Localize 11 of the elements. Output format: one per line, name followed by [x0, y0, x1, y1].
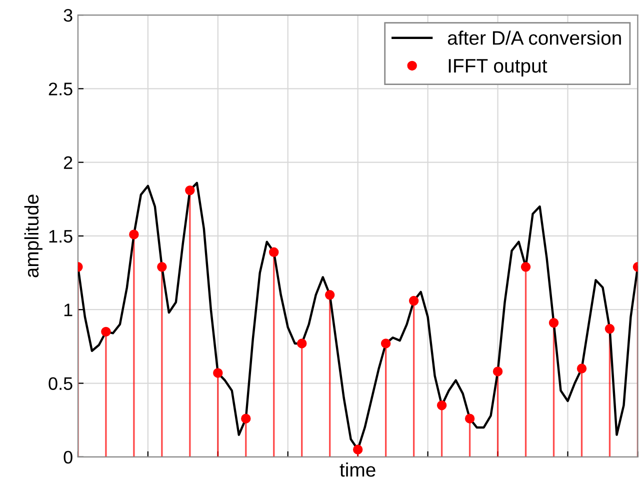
legend-label: IFFT output [448, 59, 548, 77]
y-axis-title: amplitude [24, 194, 42, 278]
y-tick-label: 2.5 [48, 82, 72, 96]
y-tick-label: 0 [64, 450, 72, 464]
y-tick-label: 3 [64, 8, 72, 22]
x-axis-title: time [340, 462, 376, 477]
y-tick-label: 1 [64, 304, 72, 316]
legend-label: after D/A conversion [448, 30, 621, 45]
y-tick-label: 0.5 [48, 377, 72, 390]
y-tick-label: 2 [64, 156, 72, 169]
y-tick-label: 1.5 [49, 230, 72, 243]
